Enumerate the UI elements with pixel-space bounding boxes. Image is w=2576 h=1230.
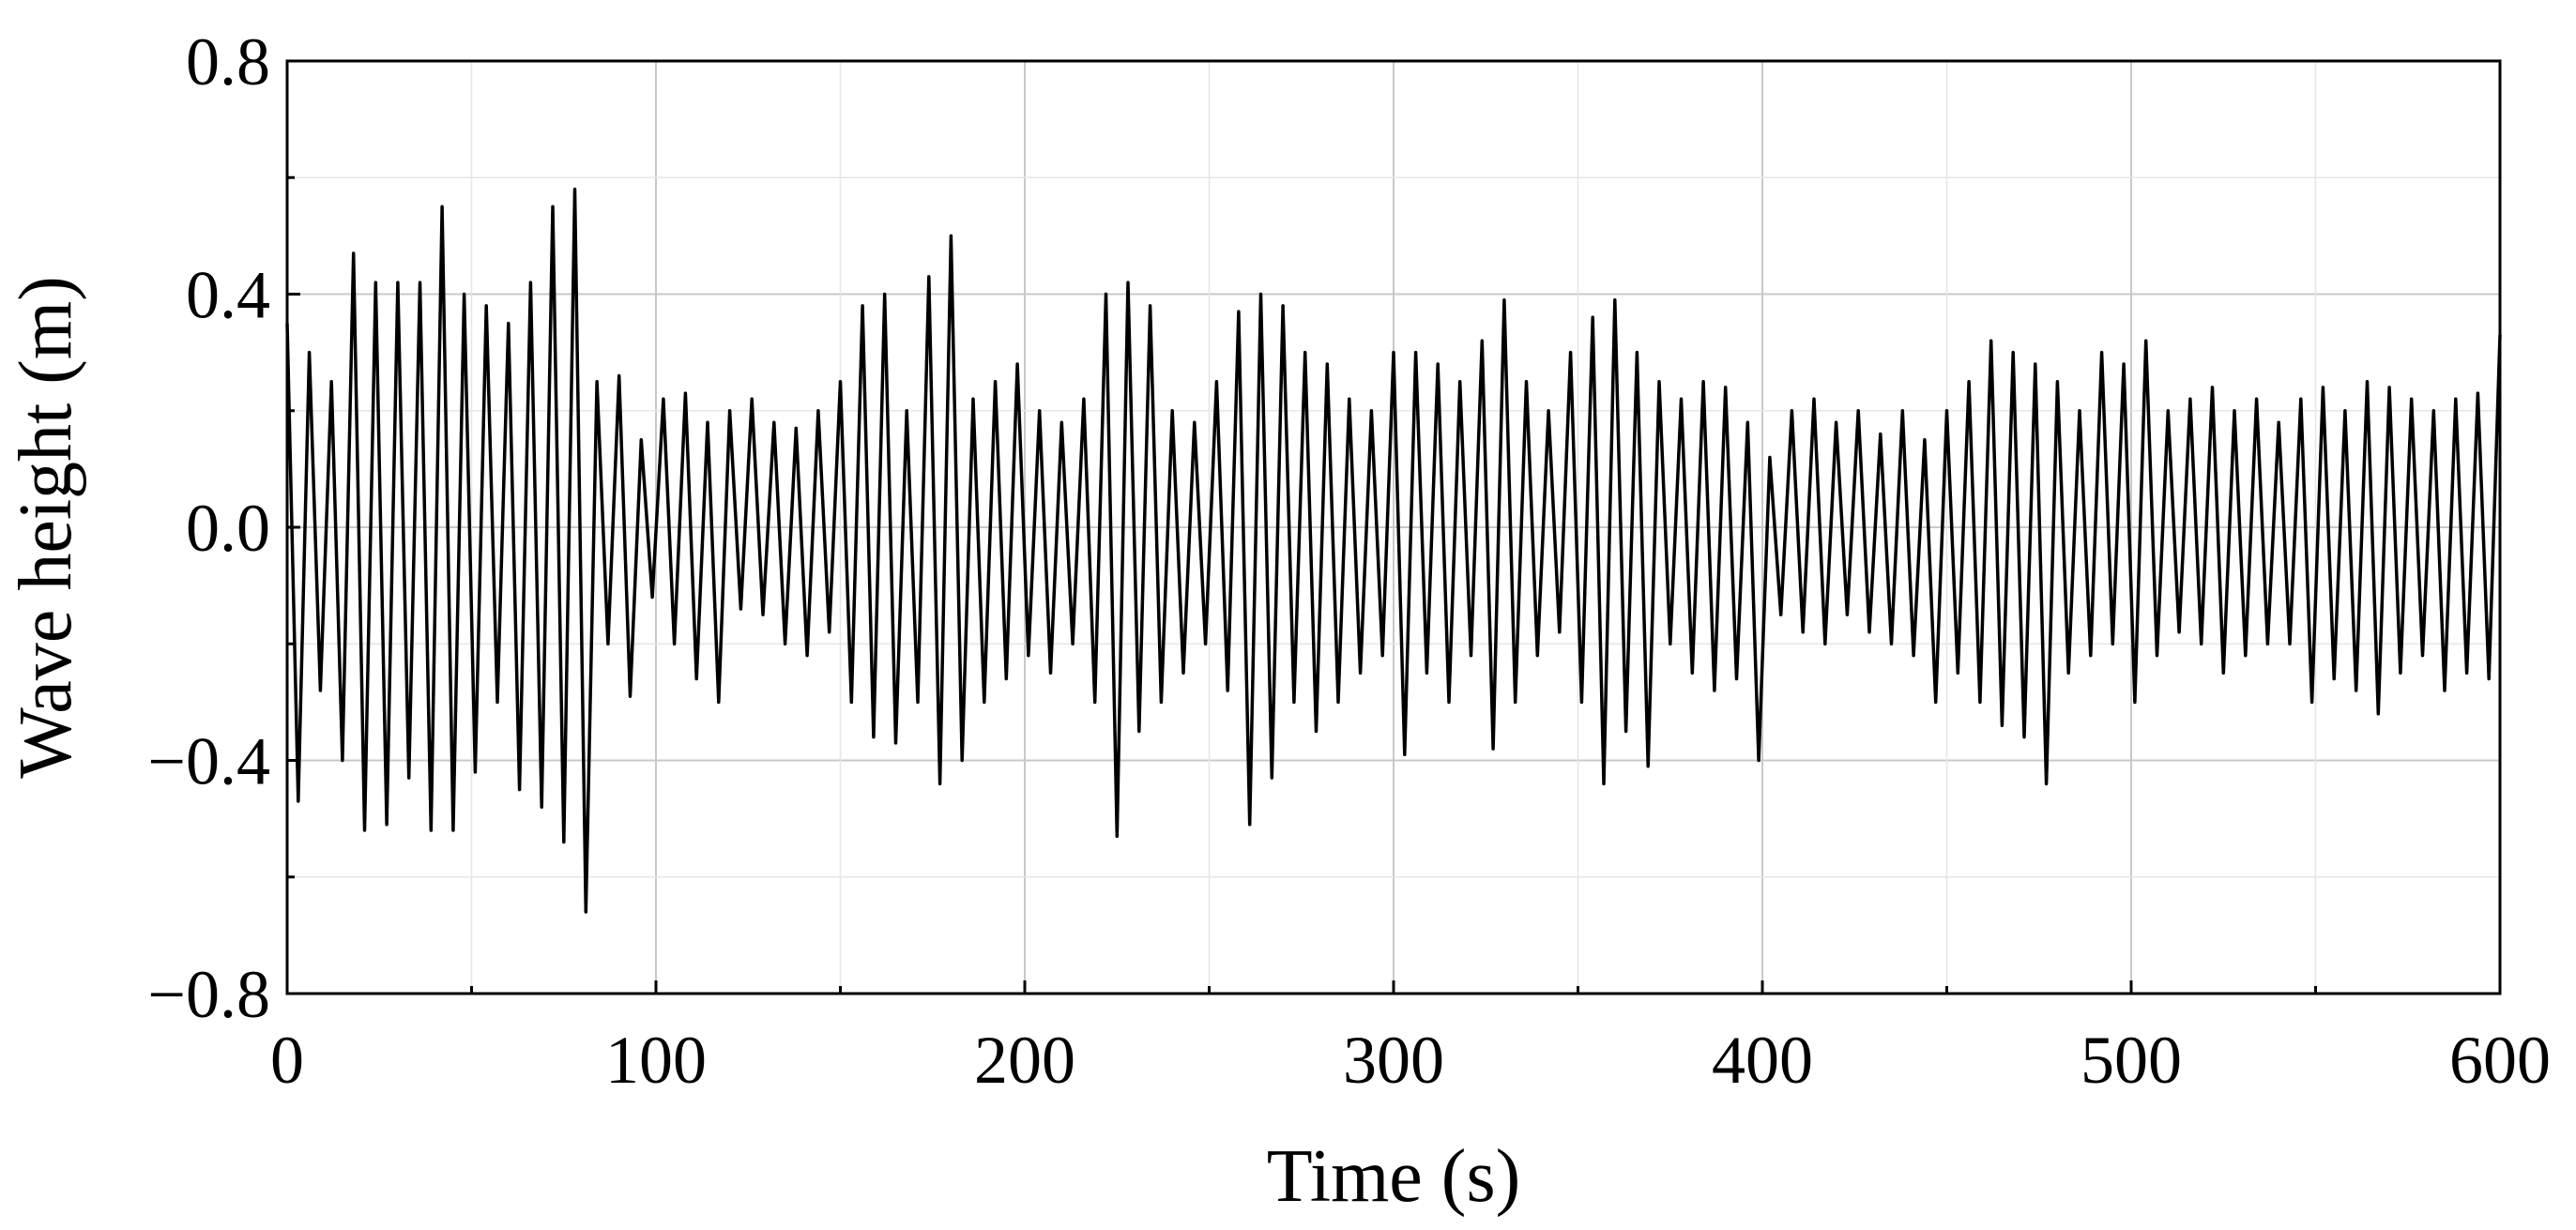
x-axis-title: Time (s) xyxy=(1267,1135,1520,1218)
x-tick-label: 200 xyxy=(974,1023,1075,1098)
x-tick-label: 600 xyxy=(2449,1023,2551,1098)
y-axis-title: Wave height (m) xyxy=(5,276,87,779)
x-tick-label: 400 xyxy=(1712,1023,1813,1098)
x-tick-label: 0 xyxy=(270,1023,304,1098)
y-tick-label: −0.4 xyxy=(147,724,270,799)
y-tick-label: 0.0 xyxy=(186,491,270,566)
y-tick-label: 0.8 xyxy=(186,24,270,99)
y-tick-label: −0.8 xyxy=(147,957,270,1032)
wave-line xyxy=(285,187,2502,914)
x-tick-label: 300 xyxy=(1343,1023,1444,1098)
x-tick-label: 500 xyxy=(2081,1023,2182,1098)
plot-frame xyxy=(285,59,2502,995)
x-tick-label: 100 xyxy=(605,1023,707,1098)
y-tick-label: 0.4 xyxy=(186,258,270,333)
